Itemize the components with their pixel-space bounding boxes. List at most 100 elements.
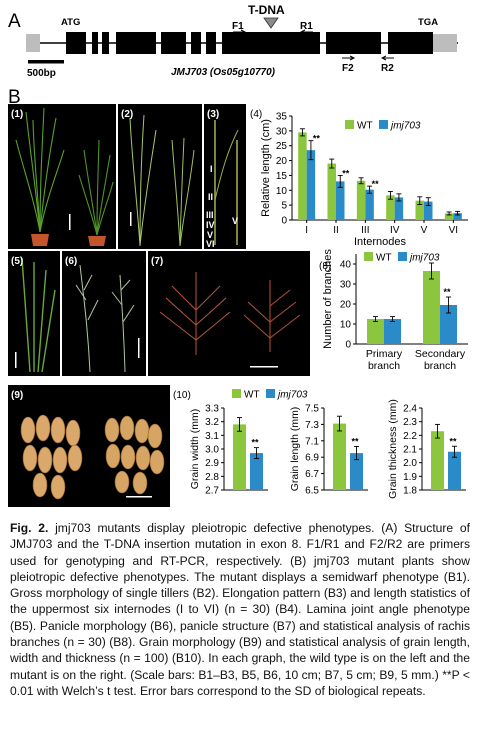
y-tick-label: 2.0 <box>403 458 417 469</box>
plant-wt <box>15 107 65 233</box>
y-tick-label: 35 <box>276 112 288 123</box>
y-tick-label: 0 <box>345 340 351 351</box>
photo-label-2: (2) <box>121 109 133 120</box>
chart-panel-label: (4) <box>250 109 262 120</box>
bar-mutant <box>453 213 462 220</box>
primer-r1-arrow-icon <box>299 29 313 35</box>
y-tick-label: 6.7 <box>305 469 319 480</box>
significance-marker: ** <box>313 134 321 144</box>
legend-label-wt: WT <box>357 121 373 132</box>
exon <box>92 32 98 54</box>
internode-label-iv: IV <box>206 220 215 230</box>
exon <box>116 32 156 54</box>
y-tick-label: 2.4 <box>403 404 417 415</box>
legend-label-mutant: jmj703 <box>408 253 440 264</box>
panicle-structure-mutant <box>243 280 301 352</box>
primer-f1-arrow-icon <box>233 29 247 35</box>
primer-f2-label: F2 <box>342 63 354 74</box>
significance-marker: ** <box>372 179 380 189</box>
bar-wt <box>333 423 346 490</box>
y-tick-label: 40 <box>340 260 352 271</box>
bar-mutant <box>365 189 374 220</box>
x-tick-label: Primary <box>366 348 403 360</box>
y-tick-label: 1.8 <box>403 486 417 497</box>
photo-label-5: (5) <box>11 256 23 267</box>
legend-swatch-mutant <box>398 252 407 261</box>
exon <box>222 32 320 54</box>
exon <box>206 32 216 54</box>
y-tick-label: 15 <box>276 171 288 182</box>
x-tick-label: VI <box>449 225 458 236</box>
significance-marker: ** <box>342 168 350 178</box>
legend-swatch-mutant <box>379 120 388 129</box>
legend-swatch-wt <box>345 120 354 129</box>
photo-tillers: (2) <box>118 104 202 249</box>
figure-caption: Fig. 2. jmj703 mutants display pleiotrop… <box>10 520 470 699</box>
bar-mutant <box>250 453 263 490</box>
bar-mutant <box>350 453 363 490</box>
chart-panel-label: (10) <box>173 390 191 401</box>
internode-label-vi: VI <box>206 239 215 249</box>
y-tick-label: 7.3 <box>305 420 319 431</box>
panel-label-a: A <box>8 11 21 32</box>
y-tick-label: 6.5 <box>305 486 319 497</box>
figure-number: Fig. 2. <box>10 521 49 535</box>
scale-bar-label: 500bp <box>27 68 56 79</box>
bar-mutant <box>448 451 461 490</box>
panicle-wt <box>75 264 99 373</box>
y-tick-label: 1.9 <box>403 472 417 483</box>
tdna-label: T-DNA <box>248 3 285 17</box>
significance-marker: ** <box>444 287 452 297</box>
y-axis-label: Grain thickness (mm) <box>387 399 399 499</box>
y-tick-label: 2.9 <box>205 458 219 469</box>
bar-wt <box>431 431 444 490</box>
bar-mutant <box>440 305 457 344</box>
bar-mutant <box>306 150 316 220</box>
y-tick-label: 25 <box>276 141 288 152</box>
tiller-wt <box>129 114 157 247</box>
scale-bar <box>28 60 64 64</box>
y-tick-label: 30 <box>276 126 288 137</box>
scale-bar <box>250 366 278 368</box>
legend-label-mutant: jmj703 <box>276 390 308 401</box>
legend-label-wt: WT <box>376 253 392 264</box>
legend-label-wt: WT <box>244 390 260 401</box>
y-tick-label: 0 <box>281 216 287 227</box>
x-tick-label: IV <box>390 225 400 236</box>
y-tick-label: 2.3 <box>403 417 417 428</box>
bar-wt <box>356 180 366 220</box>
bar-wt <box>415 200 424 220</box>
exon <box>191 32 201 54</box>
y-tick-label: 20 <box>340 300 352 311</box>
chart-branch-number: (8)010203040Primarybranch**Secondarybran… <box>319 249 468 372</box>
bar-wt <box>386 195 395 220</box>
bar-wt <box>444 213 454 220</box>
y-axis-label: Grain length (mm) <box>289 407 301 492</box>
photo-panicles: (6) <box>62 251 146 376</box>
internode-label-ii: II <box>208 192 213 202</box>
bar-mutant <box>384 319 401 344</box>
photo-grains: (9) <box>8 385 170 507</box>
chart-grain-thickness: 1.8 1.9 2.0 2.1 2.2 2.3 2.4 ** Grain thickness (… <box>387 399 466 499</box>
bar-wt <box>423 271 440 344</box>
internode-label-iii: III <box>206 210 214 220</box>
bar-wt <box>367 319 384 344</box>
y-tick-label: 10 <box>276 186 288 197</box>
exon <box>388 32 433 54</box>
pot-icon <box>88 236 106 246</box>
exon <box>326 32 381 54</box>
gene-name: JMJ703 (Os05g10770) <box>171 67 276 78</box>
legend-swatch-wt <box>232 389 241 398</box>
y-axis-label: Relative length (cm) <box>260 119 272 217</box>
significance-marker: ** <box>252 438 260 448</box>
y-tick-label: 3.3 <box>205 404 219 415</box>
photo-panicle-structure: (7) <box>148 251 310 376</box>
scale-bar <box>126 496 152 498</box>
grains-wt <box>20 414 83 500</box>
tga-label: TGA <box>418 17 438 28</box>
primer-r2-label: R2 <box>381 63 394 74</box>
plant-mutant <box>78 139 114 236</box>
scale-bar <box>130 212 132 226</box>
bar-wt <box>327 163 336 220</box>
chart-internode-length: (4) 0 5 10 15 20 25 30 35 ** I ** II ** III IV V VI Intern… <box>250 109 468 248</box>
